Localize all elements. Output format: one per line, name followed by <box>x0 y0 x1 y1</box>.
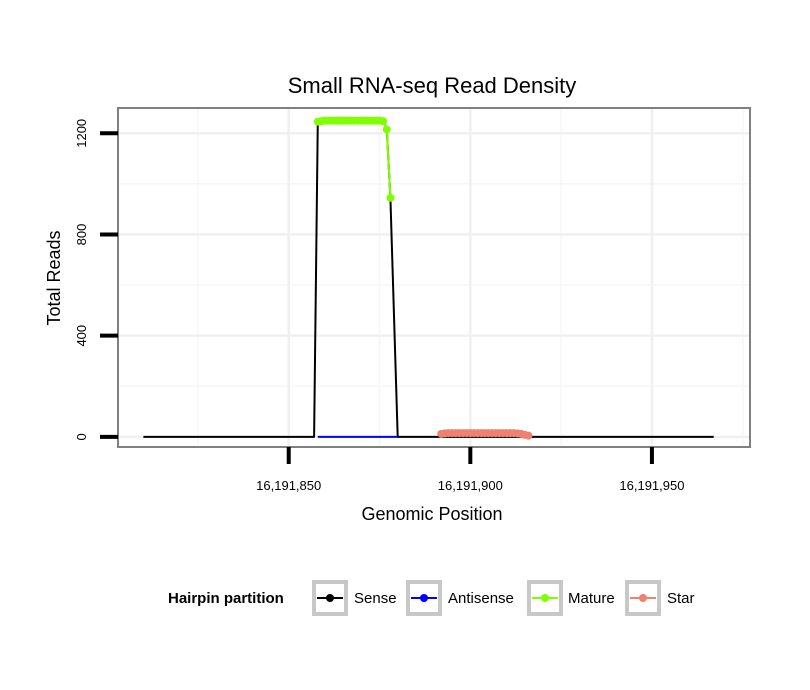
data-point-mature <box>379 117 388 126</box>
data-point-star <box>524 431 533 440</box>
panel-background <box>118 108 750 447</box>
x-tick-label: 16,191,850 <box>256 478 321 493</box>
legend: Hairpin partition Sense Antisense Mature St… <box>168 580 695 616</box>
legend-label-star: Star <box>667 590 695 607</box>
data-point-mature <box>382 125 391 134</box>
legend-label-sense: Sense <box>354 590 397 607</box>
y-tick-label: 0 <box>74 433 89 440</box>
panel-border <box>117 107 751 448</box>
plot-area: 16,191,850 16,191,900 16,191,950 0 400 800 120… <box>74 107 751 493</box>
y-tick-label: 800 <box>74 224 89 246</box>
chart-title: Small RNA-seq Read Density <box>288 73 577 98</box>
y-tick-label: 1200 <box>74 119 89 148</box>
y-axis-label: Total Reads <box>44 230 64 325</box>
legend-key-marker <box>639 594 647 602</box>
data-point-mature <box>386 193 395 202</box>
x-axis-label: Genomic Position <box>361 504 502 524</box>
legend-key-marker <box>326 594 334 602</box>
y-tick-label: 400 <box>74 325 89 347</box>
legend-label-antisense: Antisense <box>448 590 514 607</box>
legend-key-marker <box>420 594 428 602</box>
x-tick-label: 16,191,950 <box>619 478 684 493</box>
legend-title: Hairpin partition <box>168 590 284 607</box>
x-tick-label: 16,191,900 <box>438 478 503 493</box>
legend-key-marker <box>541 594 549 602</box>
legend-label-mature: Mature <box>568 590 615 607</box>
